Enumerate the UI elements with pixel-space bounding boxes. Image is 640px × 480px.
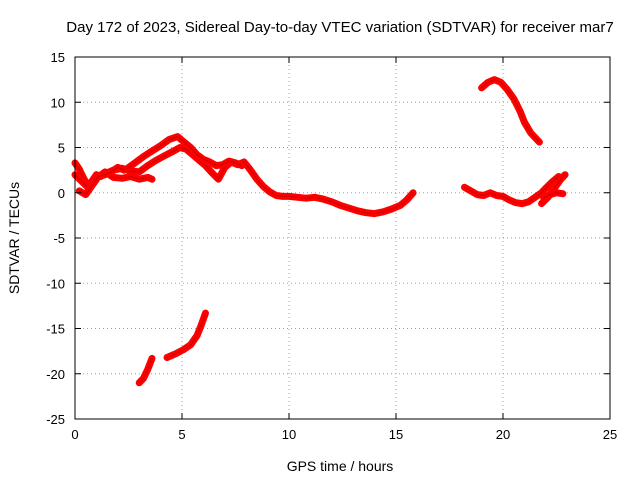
series-texture-segment-8 (463, 175, 560, 205)
x-tick-label: 20 (496, 427, 510, 442)
y-tick-label: 15 (51, 50, 65, 65)
y-axis-label: SDTVAR / TECUs (6, 182, 22, 294)
y-tick-label: -5 (53, 231, 65, 246)
x-tick-label: 5 (178, 427, 185, 442)
series-layer (71, 76, 569, 387)
y-tick-label: -15 (46, 322, 65, 337)
x-axis-label: GPS time / hours (287, 458, 394, 474)
chart-title: Day 172 of 2023, Sidereal Day-to-day VTE… (66, 19, 613, 36)
series-texture-segment-5 (138, 357, 153, 384)
x-tick-label: 0 (71, 427, 78, 442)
series-texture-segment-6 (166, 312, 207, 359)
series-texture-segment-7 (480, 78, 541, 143)
series-texture-segment-10 (542, 192, 564, 199)
series-texture-segment-2 (74, 171, 153, 189)
y-tick-label: 0 (58, 186, 65, 201)
series-texture-segment-4 (78, 166, 125, 196)
x-tick-label: 15 (389, 427, 403, 442)
ticks: 0 5 10 15 20 25 15 10 5 0 -5 -10 -15 -20 -25 (46, 50, 617, 442)
x-tick-label: 25 (603, 427, 617, 442)
y-tick-label: -10 (46, 276, 65, 291)
y-tick-label: 5 (58, 141, 65, 156)
series-texture-segment-3 (125, 135, 243, 170)
y-tick-label: 10 (51, 95, 65, 110)
y-tick-label: -20 (46, 367, 65, 382)
y-tick-label: -25 (46, 412, 65, 427)
series-line-segment-6 (163, 309, 209, 361)
grid (75, 57, 610, 419)
x-tick-label: 10 (282, 427, 296, 442)
